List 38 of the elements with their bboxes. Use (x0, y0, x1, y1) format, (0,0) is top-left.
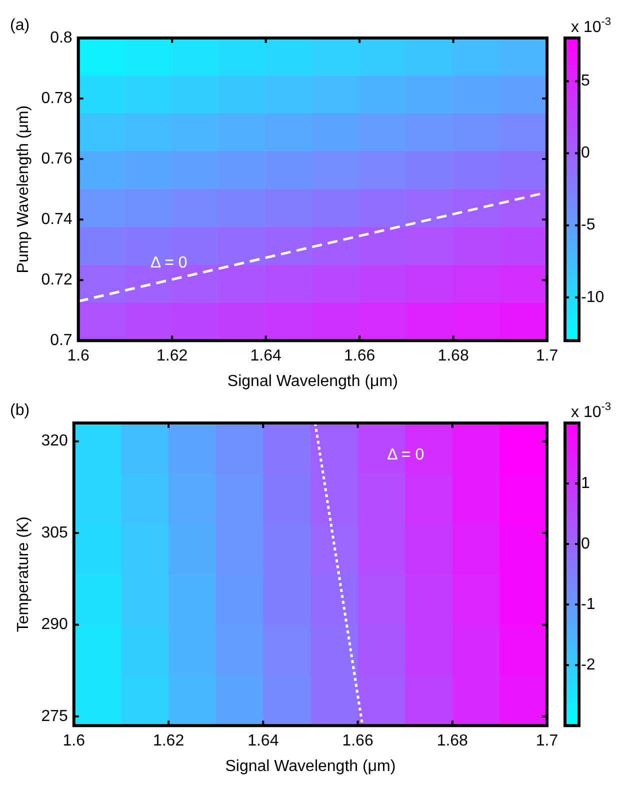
y-tick-label: 320 (41, 432, 68, 450)
chart-title: (a) (10, 17, 30, 34)
y-axis-title: Temperature (K) (15, 516, 32, 632)
color-bar-label: 5 (581, 72, 590, 90)
x-tick-label: 1.6 (62, 732, 86, 750)
chart-title: (b) (10, 402, 30, 419)
color-bar-label: -2 (581, 656, 596, 674)
y-tick-label: 305 (41, 524, 68, 542)
color-bar-label: -5 (581, 216, 596, 234)
x-tick-label: 1.6 (67, 348, 90, 365)
x-tick-label: 1.68 (438, 348, 469, 365)
y-tick-label: 290 (41, 616, 68, 634)
x-axis-title: Signal Wavelength (μm) (227, 372, 398, 390)
x-tick-label: 1.7 (536, 348, 558, 365)
y-tick-label: 0.8 (50, 29, 72, 46)
color-bar-label: -1 (581, 596, 596, 613)
x-tick-label: 1.68 (436, 732, 468, 750)
x-tick-label: 1.64 (250, 348, 282, 365)
annotation: Δ = 0 (150, 254, 188, 272)
x-tick-label: 1.62 (152, 732, 184, 750)
y-tick-label: 0.78 (41, 90, 72, 107)
x-tick-label: 1.64 (248, 732, 279, 750)
y-tick-label: 0.74 (41, 210, 72, 228)
y-tick-label: 275 (41, 708, 68, 725)
color-bar-label: -10 (581, 288, 604, 306)
x-tick-label: 1.7 (536, 732, 558, 750)
x-tick-label: 1.66 (344, 348, 376, 365)
color-bar-label: 0 (581, 144, 590, 162)
y-tick-label: 0.7 (50, 332, 72, 350)
y-tick-label: 0.76 (41, 150, 72, 168)
x-axis-title: Signal Wavelength (μm) (225, 758, 396, 775)
color-bar-label: 0 (581, 535, 590, 552)
y-tick-label: 0.72 (41, 271, 72, 288)
x-tick-label: 1.62 (156, 348, 188, 365)
annotation: Δ = 0 (387, 446, 424, 464)
y-axis-title: Pump Wavelength (μm) (15, 105, 32, 274)
x-tick-label: 1.66 (342, 732, 374, 750)
color-bar-label: 1 (581, 474, 590, 492)
